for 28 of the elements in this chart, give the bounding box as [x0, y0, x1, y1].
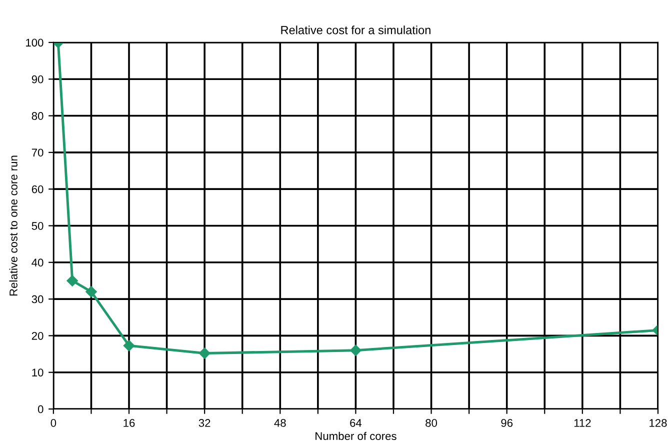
point [86, 286, 97, 298]
y-tick-label: 50 [32, 222, 44, 230]
x-tick-label: 128 [650, 419, 667, 427]
x-tick-label: 80 [426, 419, 438, 427]
y-tick-label: 70 [32, 148, 44, 157]
y-tick-label: 0 [38, 405, 44, 414]
x-tick-label: 0 [50, 419, 56, 427]
x-axis-title: Number of cores [316, 432, 396, 440]
x-tick-label: 32 [198, 419, 210, 427]
x-tick-label: 112 [574, 419, 591, 427]
point [350, 344, 362, 356]
y-tick-label: 60 [32, 185, 44, 194]
point [66, 275, 78, 286]
y-axis-title: Relative cost to one core run [9, 156, 18, 296]
y-tick-label: 80 [32, 112, 44, 120]
x-tick-label: 64 [350, 419, 362, 427]
point [123, 340, 135, 352]
x-tick-label: 96 [501, 419, 513, 427]
y-tick-label: 10 [32, 368, 44, 376]
x-tick-label: 16 [124, 419, 135, 427]
y-tick-label: 30 [32, 295, 44, 304]
y-tick-label: 90 [32, 75, 44, 84]
y-tick-label: 40 [32, 258, 44, 267]
y-tick-label: 20 [32, 332, 44, 340]
point [198, 348, 210, 359]
chart-title: Relative cost for a simulation [281, 26, 430, 34]
y-tick-label: 100 [26, 38, 44, 47]
x-tick-label: 48 [274, 419, 286, 427]
